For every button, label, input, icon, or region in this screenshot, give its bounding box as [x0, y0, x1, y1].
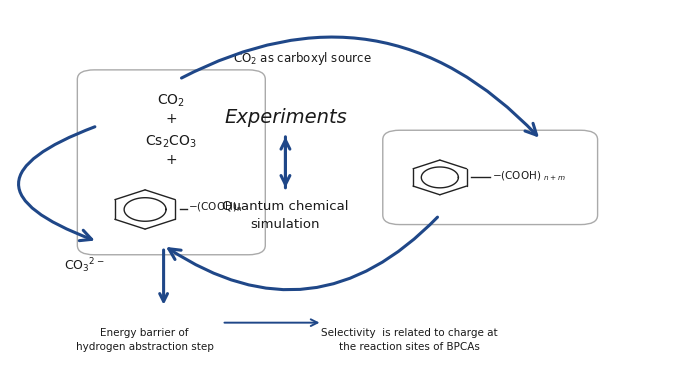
Text: +: + [166, 112, 177, 126]
FancyArrowPatch shape [18, 127, 95, 241]
Text: CO$_2$: CO$_2$ [158, 93, 186, 109]
FancyBboxPatch shape [77, 70, 265, 255]
Text: +: + [166, 154, 177, 167]
Text: CO$_3$$^{2-}$: CO$_3$$^{2-}$ [64, 257, 104, 275]
Text: Selectivity  is related to charge at
the reaction sites of BPCAs: Selectivity is related to charge at the … [321, 328, 498, 352]
FancyArrowPatch shape [160, 250, 168, 301]
Text: CO$_2$ as carboxyl source: CO$_2$ as carboxyl source [233, 50, 371, 67]
FancyArrowPatch shape [169, 217, 438, 290]
Text: Quantum chemical
simulation: Quantum chemical simulation [222, 200, 349, 231]
Text: $\mathregular{-}$(COOH)$_\mathregular{n}$: $\mathregular{-}$(COOH)$_\mathregular{n}… [188, 201, 242, 214]
FancyBboxPatch shape [383, 130, 597, 224]
FancyArrowPatch shape [281, 137, 290, 184]
Text: Energy barrier of
hydrogen abstraction step: Energy barrier of hydrogen abstraction s… [75, 328, 214, 352]
Text: Cs$_2$CO$_3$: Cs$_2$CO$_3$ [145, 133, 197, 150]
Text: Experiments: Experiments [224, 107, 347, 127]
FancyArrowPatch shape [281, 140, 290, 188]
Text: $\mathregular{-}$(COOH) $_{n+m}$: $\mathregular{-}$(COOH) $_{n+m}$ [492, 169, 565, 183]
FancyArrowPatch shape [182, 37, 536, 135]
